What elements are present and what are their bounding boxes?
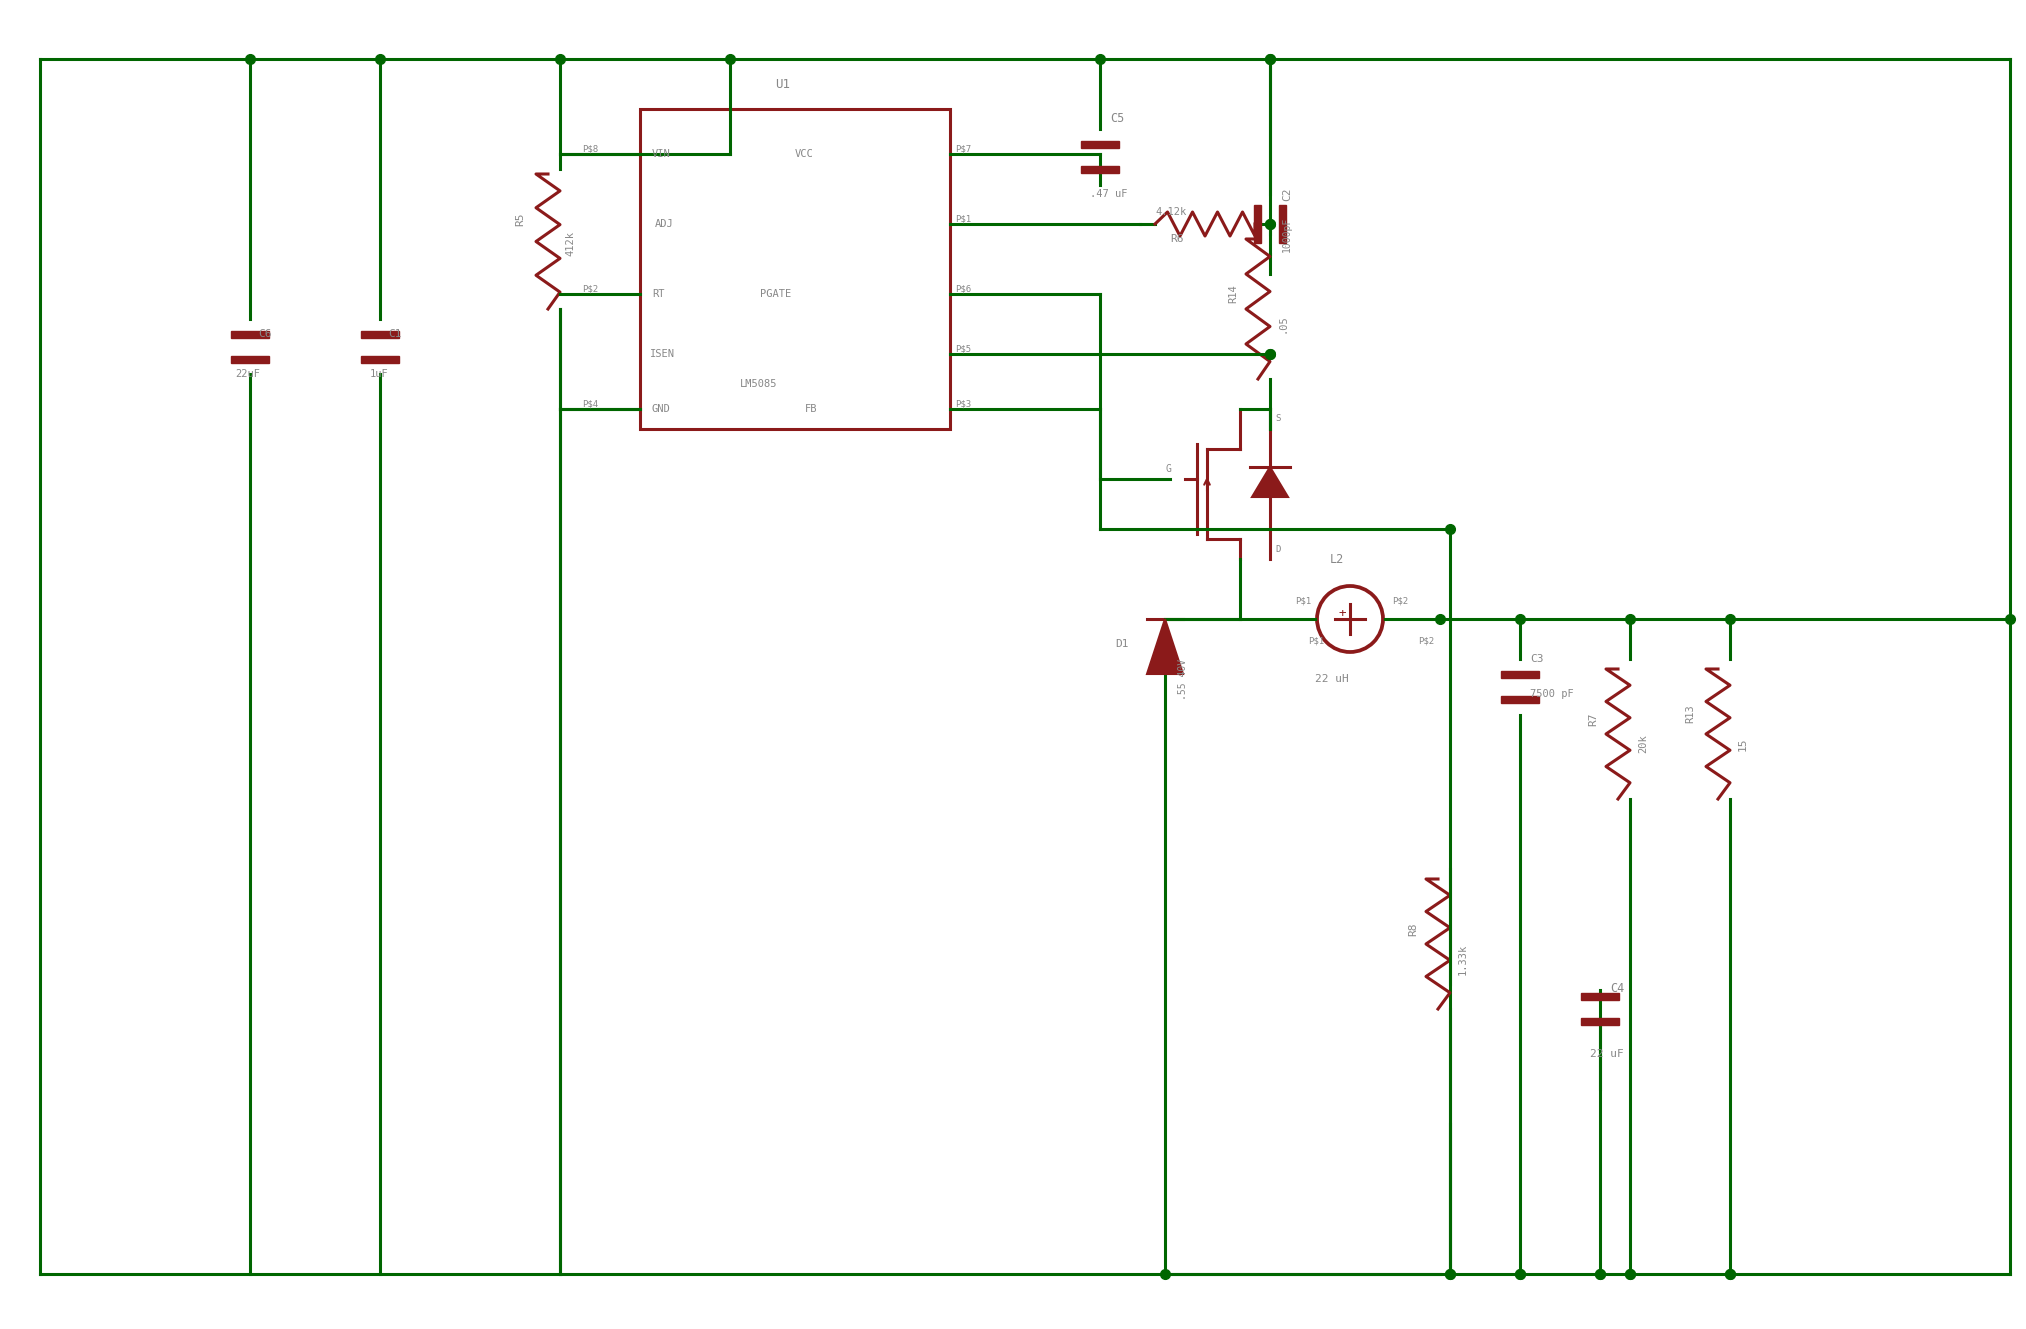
Text: S: S [1274,415,1280,424]
Polygon shape [1252,466,1289,497]
Text: VIN: VIN [652,149,671,159]
Text: P$5: P$5 [954,344,970,354]
Text: 412k: 412k [565,231,575,256]
Text: 1.33k: 1.33k [1459,944,1469,974]
Text: P$1: P$1 [1309,637,1325,646]
Bar [361,356,399,363]
Text: 7500 pF: 7500 pF [1530,688,1574,699]
Text: P$2: P$2 [581,284,598,294]
Text: C3: C3 [1530,654,1544,664]
Text: 22uF: 22uF [235,369,259,379]
Text: 4.12k: 4.12k [1155,207,1187,217]
Text: U1: U1 [776,77,790,90]
Text: R8: R8 [1408,922,1418,936]
Text: R13: R13 [1686,704,1696,723]
Text: 1uF: 1uF [371,369,389,379]
Text: C4: C4 [1611,982,1625,995]
Text: VCC: VCC [794,149,814,159]
Text: 20k: 20k [1637,735,1647,754]
Text: C5: C5 [1110,113,1124,125]
Text: D: D [1274,545,1280,553]
Text: P$6: P$6 [954,284,970,294]
Bar [1278,205,1287,243]
Bar [361,331,399,338]
Text: C2: C2 [1282,187,1293,201]
Text: G: G [1165,464,1171,474]
Text: RT: RT [652,288,665,299]
Bar [1580,993,1619,999]
Text: +: + [1339,607,1345,621]
Bar [1580,1018,1619,1025]
Text: ADJ: ADJ [654,219,675,229]
Bar [1254,205,1260,243]
Text: P$7: P$7 [954,145,970,154]
Text: ISEN: ISEN [650,350,675,359]
Text: L2: L2 [1329,553,1343,566]
Bar [1501,671,1540,678]
Text: P$3: P$3 [954,400,970,408]
Text: GND: GND [652,404,671,415]
Text: R6: R6 [1169,234,1183,245]
Text: .55 40V: .55 40V [1177,658,1187,699]
Bar [1082,141,1118,148]
Bar [640,109,950,429]
Text: P$4: P$4 [581,400,598,408]
Text: 22 uH: 22 uH [1315,674,1349,684]
Bar [1501,696,1540,703]
Polygon shape [1147,619,1183,674]
Text: R14: R14 [1228,284,1238,303]
Text: C6: C6 [257,330,271,339]
Text: P$8: P$8 [581,145,598,154]
Text: C1: C1 [389,330,401,339]
Text: .05: .05 [1278,315,1289,334]
Text: .47 uF: .47 uF [1090,189,1128,199]
Text: P$2: P$2 [1392,597,1408,606]
Text: PGATE: PGATE [760,288,792,299]
Text: R5: R5 [515,213,525,226]
Text: P$1: P$1 [954,214,970,223]
Text: 22 uF: 22 uF [1590,1049,1623,1059]
Text: P$1: P$1 [1295,597,1311,606]
Text: P$2: P$2 [1418,637,1434,646]
Bar [231,356,269,363]
Bar [231,331,269,338]
Text: 15: 15 [1738,738,1748,751]
Text: R7: R7 [1588,712,1599,726]
Bar [1082,166,1118,173]
Text: D1: D1 [1114,639,1128,649]
Text: 1000pF: 1000pF [1282,217,1293,251]
Text: FB: FB [804,404,819,415]
Text: LM5085: LM5085 [739,379,778,389]
